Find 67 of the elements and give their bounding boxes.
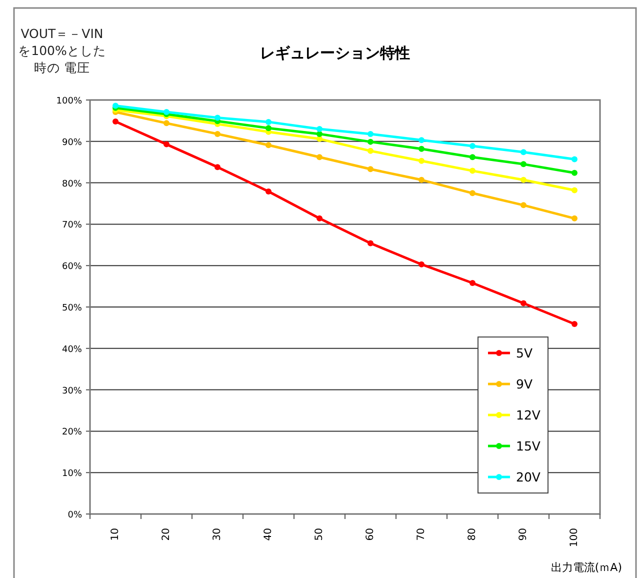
legend-label: 12V xyxy=(516,408,541,422)
point xyxy=(368,130,374,137)
legend-label: 5V xyxy=(516,346,533,360)
point xyxy=(316,126,322,132)
point xyxy=(520,202,526,208)
point xyxy=(418,137,424,144)
point xyxy=(214,114,220,121)
point xyxy=(316,215,322,222)
point xyxy=(112,118,118,125)
x-tick-label: 30 xyxy=(212,528,223,541)
point xyxy=(266,188,272,194)
point xyxy=(266,125,272,132)
y-tick-label: 70% xyxy=(62,220,82,231)
point xyxy=(368,166,374,172)
point xyxy=(418,146,424,152)
point xyxy=(572,215,578,222)
point xyxy=(470,154,476,160)
point xyxy=(470,168,476,174)
point xyxy=(214,164,220,170)
point xyxy=(418,261,424,268)
y-tick-label: 50% xyxy=(62,304,82,314)
y-tick-label: 40% xyxy=(62,344,82,355)
x-tick-label: 80 xyxy=(467,528,478,541)
point xyxy=(368,138,374,145)
point xyxy=(214,130,220,137)
point xyxy=(368,240,374,246)
x-tick-label: 20 xyxy=(161,528,172,541)
point xyxy=(520,176,526,183)
point xyxy=(520,300,526,306)
y-axis-title: VOUT＝－VINを100%とした時の 電圧 xyxy=(18,26,106,75)
point xyxy=(418,176,424,183)
point xyxy=(520,149,526,156)
point xyxy=(470,280,476,286)
x-tick-label: 50 xyxy=(314,528,325,541)
point xyxy=(470,142,476,149)
y-tick-label: 20% xyxy=(62,428,82,438)
point xyxy=(164,141,170,148)
point xyxy=(316,154,322,160)
point xyxy=(164,120,170,126)
x-axis-title: 出力電流(ｍA) xyxy=(550,561,622,574)
y-tick-label: 100% xyxy=(56,96,82,106)
legend-label: 9V xyxy=(516,376,533,392)
x-tick-label: 40 xyxy=(263,528,274,541)
point xyxy=(470,190,476,196)
point xyxy=(572,156,578,162)
point xyxy=(520,161,526,168)
point xyxy=(368,148,374,154)
legend-label: 20V xyxy=(516,470,541,484)
x-tick-label: 10 xyxy=(110,528,121,541)
y-tick-label: 80% xyxy=(62,179,82,190)
x-tick-label: 90 xyxy=(518,528,529,541)
point xyxy=(572,170,578,176)
y-tick-label: 60% xyxy=(62,262,82,272)
y-tick-label: 90% xyxy=(62,138,82,148)
point xyxy=(418,158,424,164)
x-tick-label: 60 xyxy=(365,528,376,541)
point xyxy=(572,320,578,327)
point xyxy=(266,142,272,148)
y-tick-label: 10% xyxy=(62,469,82,480)
point xyxy=(266,118,272,125)
x-tick-label: 100 xyxy=(569,528,580,548)
x-tick-label: 70 xyxy=(416,528,427,541)
chart-title: レギュレーション特性 xyxy=(260,44,410,62)
y-tick-label: 0% xyxy=(68,510,82,520)
legend-label: 15V xyxy=(516,438,541,454)
y-tick-label: 30% xyxy=(62,386,82,396)
point xyxy=(572,187,578,194)
